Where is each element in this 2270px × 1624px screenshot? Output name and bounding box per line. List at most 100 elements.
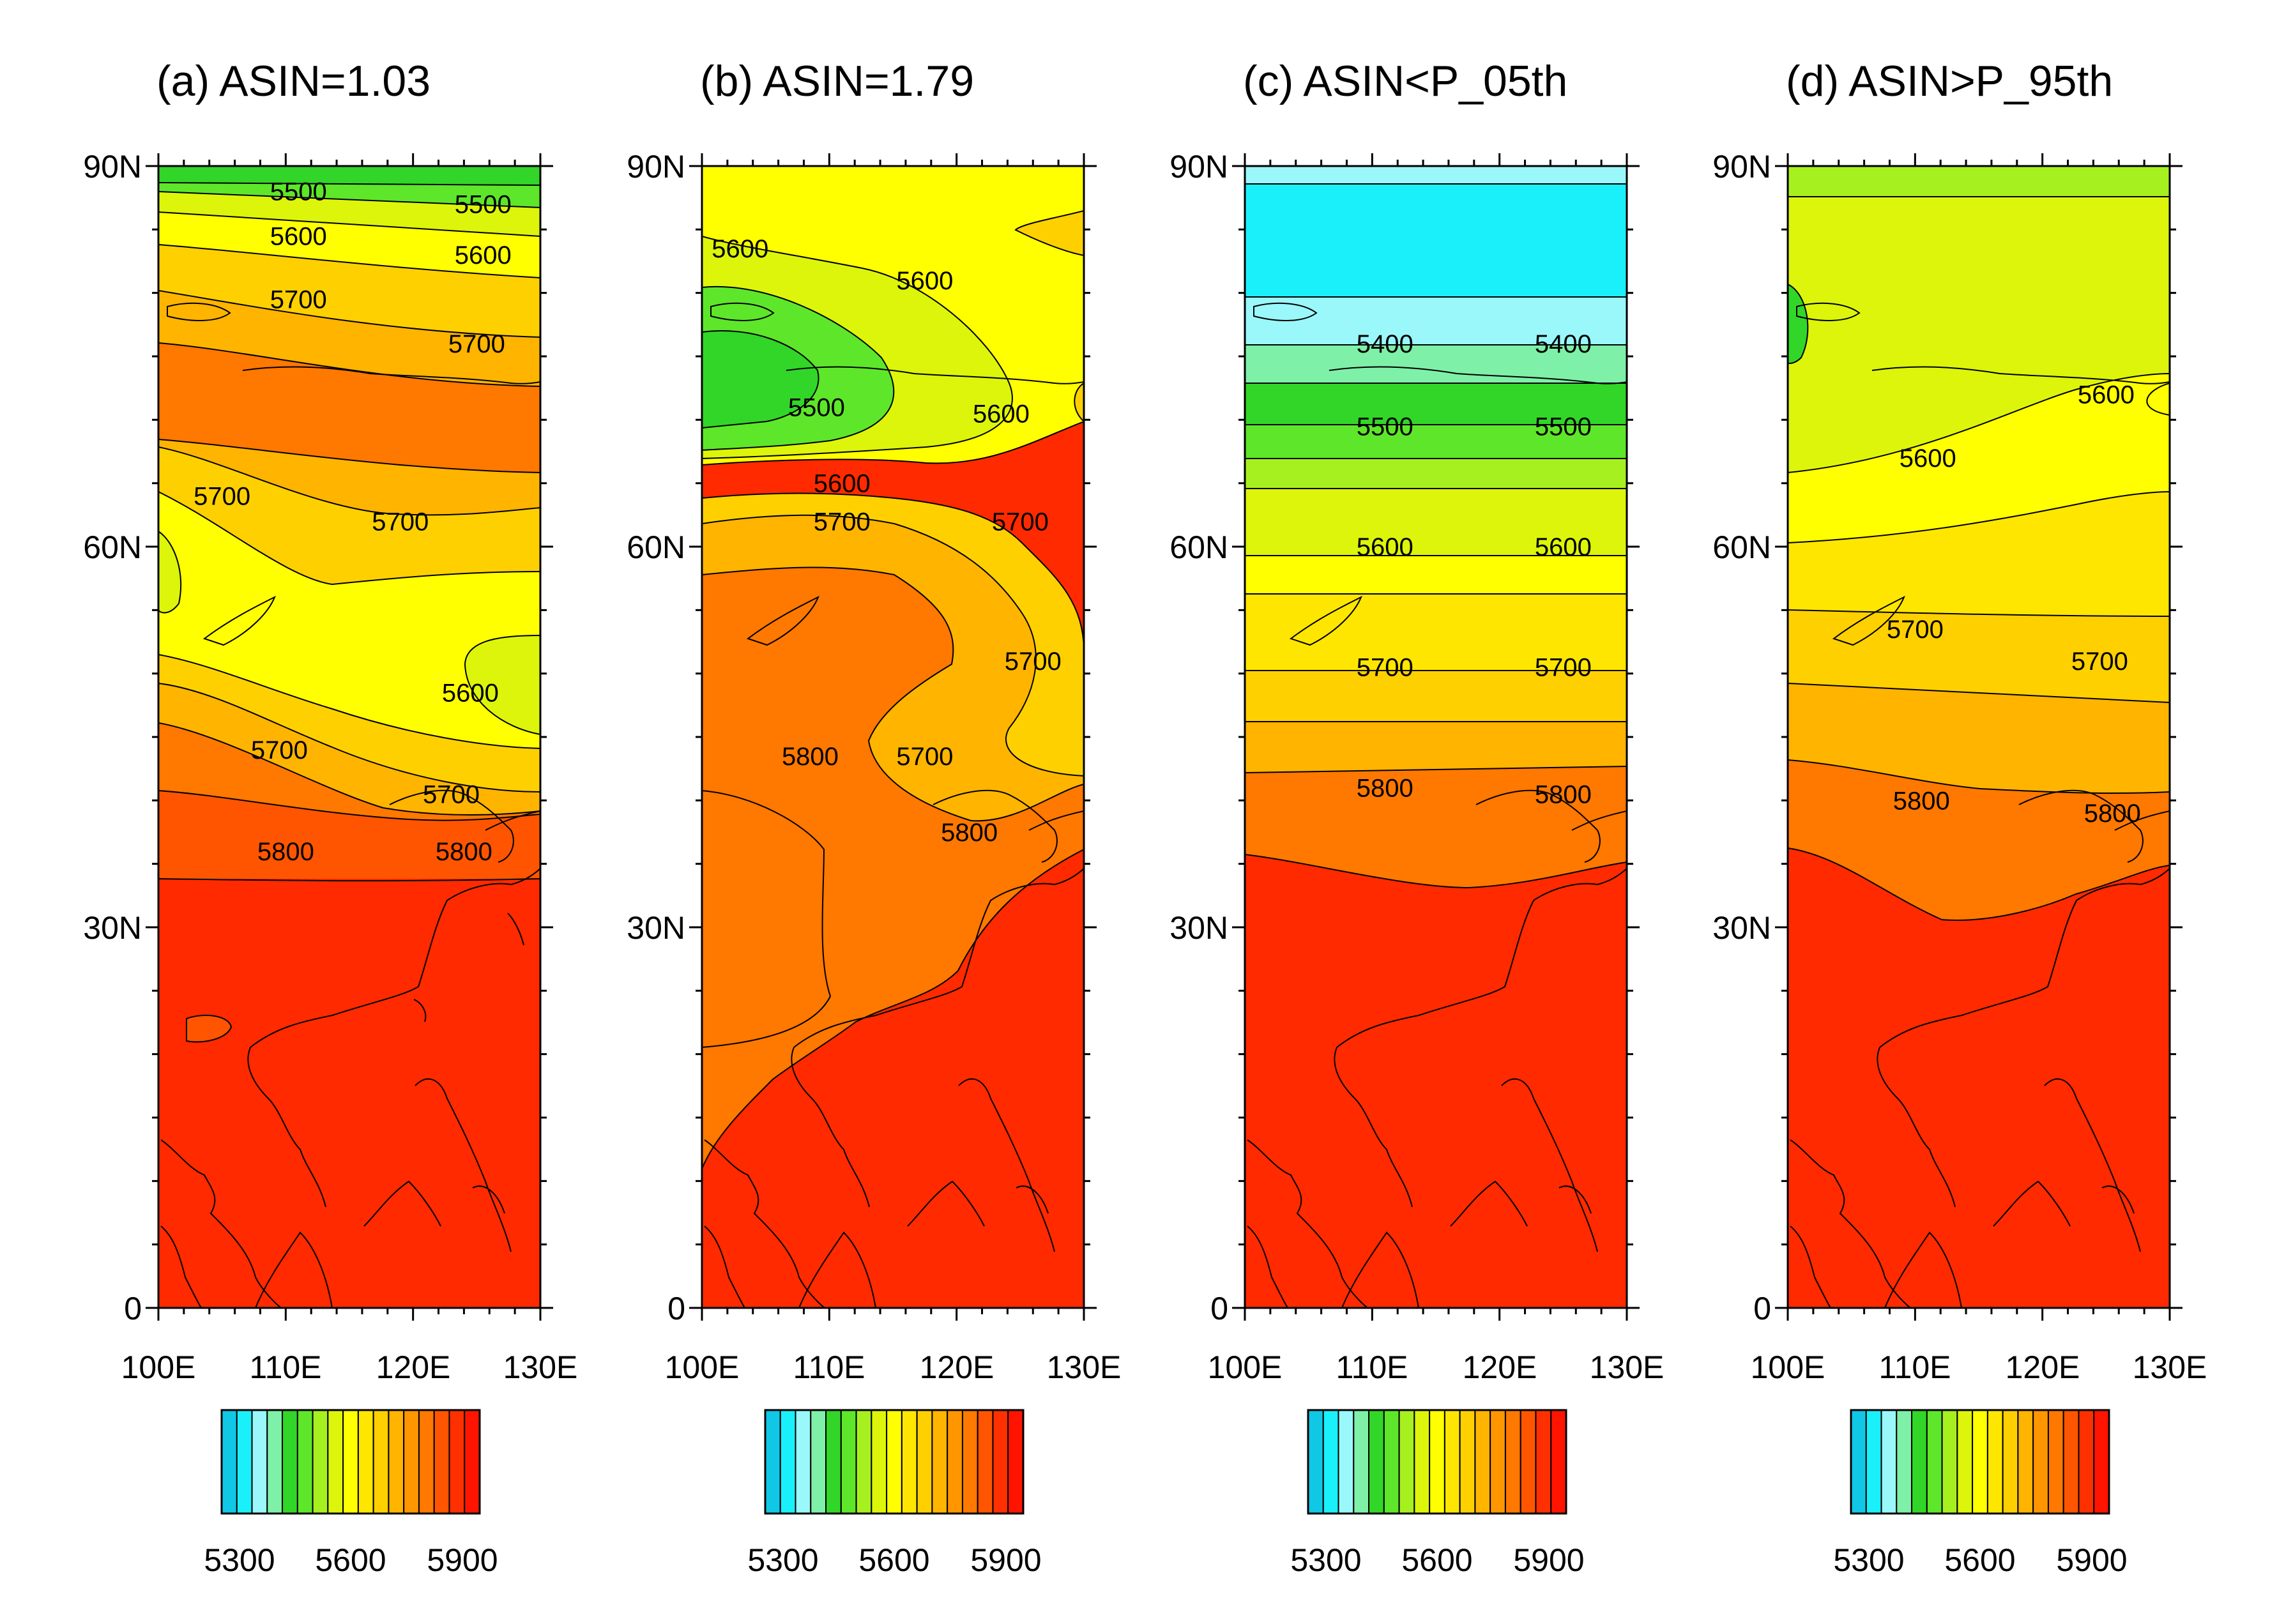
x-tick-label: 130E <box>1590 1349 1664 1385</box>
contour-label: 5700 <box>992 508 1049 536</box>
contour-label: 5600 <box>896 267 953 295</box>
colorbar-swatch <box>871 1409 888 1514</box>
contour-label: 5700 <box>423 780 480 808</box>
contour-label: 5400 <box>1535 330 1592 358</box>
contour-label: 5600 <box>270 222 327 250</box>
fill-band <box>158 531 181 613</box>
contour-label: 5600 <box>1357 533 1413 561</box>
colorbar-swatch <box>1353 1409 1370 1514</box>
colorbar-tick-label: 5900 <box>970 1542 1041 1578</box>
contour-lines <box>158 182 540 1043</box>
colorbar-swatch <box>1459 1409 1476 1514</box>
contour-lines <box>1788 196 2170 921</box>
colorbar-swatch <box>2047 1409 2064 1514</box>
colorbar-swatch <box>901 1409 918 1514</box>
contour-label: 5700 <box>1887 616 1944 644</box>
colorbar-swatch <box>1535 1409 1552 1514</box>
contour-fills <box>1245 166 1627 1308</box>
contour-fills <box>702 166 1084 1308</box>
colorbar-tick-label: 5600 <box>858 1542 929 1578</box>
y-tick-label: 90N <box>1712 149 1771 185</box>
colorbar-swatch <box>221 1409 238 1514</box>
contour-label: 5800 <box>257 838 314 866</box>
colorbar-swatch <box>1941 1409 1958 1514</box>
colorbar <box>1850 1409 2110 1515</box>
colorbar-tick-label: 5300 <box>1290 1542 1361 1578</box>
colorbar-swatch <box>1972 1409 1988 1514</box>
colorbar-swatch <box>433 1409 450 1514</box>
colorbar-swatch <box>1368 1409 1385 1514</box>
colorbar-swatch <box>327 1409 344 1514</box>
contour-label: 5800 <box>2084 800 2141 828</box>
panel-title: (b) ASIN=1.79 <box>700 57 974 105</box>
colorbar-swatch <box>855 1409 872 1514</box>
colorbar-swatch <box>1474 1409 1491 1514</box>
contour-fills <box>1788 166 2170 1308</box>
contour-label: 5700 <box>814 508 871 536</box>
contour-label: 5700 <box>448 330 505 358</box>
y-tick-label: 30N <box>83 910 142 946</box>
contour-label: 5800 <box>941 819 998 847</box>
x-tick-label: 130E <box>2133 1349 2207 1385</box>
colorbar-swatch <box>2017 1409 2034 1514</box>
colorbar-swatch <box>1865 1409 1882 1514</box>
contour-labels: 5400 5400 5500 5500 5600 5600 5700 5700 5800 5800 <box>1357 330 1592 808</box>
colorbar-swatch <box>296 1409 314 1514</box>
contour-label: 5500 <box>1535 413 1592 441</box>
y-tick-label: 0 <box>667 1291 685 1326</box>
y-tick-label: 90N <box>83 149 142 185</box>
fill-band <box>158 166 540 185</box>
coastlines <box>1790 302 2170 1308</box>
contour-label: 5400 <box>1357 330 1413 358</box>
axis-ticks <box>146 153 553 1321</box>
colorbar-swatch <box>1896 1409 1913 1514</box>
contour-label: 5700 <box>896 743 953 771</box>
colorbar-swatch <box>1880 1409 1898 1514</box>
contour-label: 5500 <box>788 393 845 421</box>
colorbar-swatch <box>1911 1409 1928 1514</box>
contour-label: 5800 <box>1535 780 1592 808</box>
colorbar-swatch <box>251 1409 268 1514</box>
colorbar-frame <box>1850 1409 2110 1515</box>
colorbar-swatch <box>2032 1409 2049 1514</box>
colorbar-tick-label: 5900 <box>1513 1542 1584 1578</box>
contour-label: 5600 <box>1900 444 1956 473</box>
colorbar-swatch <box>1337 1409 1355 1514</box>
colorbar-swatch <box>992 1409 1009 1514</box>
fill-band <box>702 515 1084 821</box>
contour-label: 5600 <box>712 235 768 263</box>
y-tick-label: 30N <box>627 910 685 946</box>
colorbar-swatch <box>388 1409 405 1514</box>
contour-lines <box>1245 183 1627 889</box>
x-tick-label: 110E <box>1336 1349 1408 1385</box>
colorbar-swatch <box>1926 1409 1943 1514</box>
contour-label: 5600 <box>814 470 871 498</box>
contour-label: 5700 <box>2071 648 2128 676</box>
fill-band <box>702 567 1084 1169</box>
contour-label: 5700 <box>372 508 429 536</box>
colorbar-swatch <box>357 1409 374 1514</box>
fill-band <box>1245 166 1627 297</box>
y-tick-label: 30N <box>1712 910 1771 946</box>
colorbar-swatch <box>840 1409 857 1514</box>
contour-labels: 5600 5600 5500 5600 5600 5700 5700 5700 5800 5700… <box>712 235 1061 847</box>
y-tick-label: 0 <box>1210 1291 1228 1326</box>
colorbar-tick-label: 5300 <box>747 1542 818 1578</box>
contour-label: 5700 <box>1005 648 1062 676</box>
panel-b: (b) ASIN=1.79 <box>627 57 1121 1578</box>
colorbar-swatch <box>448 1409 466 1514</box>
panel-a: (a) ASIN=1.03 <box>83 57 577 1578</box>
colorbar <box>1307 1409 1567 1515</box>
axis-ticks <box>689 153 1097 1321</box>
x-tick-label: 100E <box>665 1349 740 1385</box>
panel-d: (d) ASIN>P_95th <box>1712 57 2207 1578</box>
colorbar-swatch <box>2093 1409 2110 1514</box>
colorbar-swatch <box>372 1409 390 1514</box>
panel-title: (c) ASIN<P_05th <box>1243 57 1567 105</box>
x-tick-label: 120E <box>376 1349 451 1385</box>
colorbar-swatch <box>1429 1409 1445 1514</box>
colorbar-swatch <box>1383 1409 1400 1514</box>
colorbar-swatch <box>1850 1409 1867 1514</box>
x-tick-label: 100E <box>1208 1349 1283 1385</box>
